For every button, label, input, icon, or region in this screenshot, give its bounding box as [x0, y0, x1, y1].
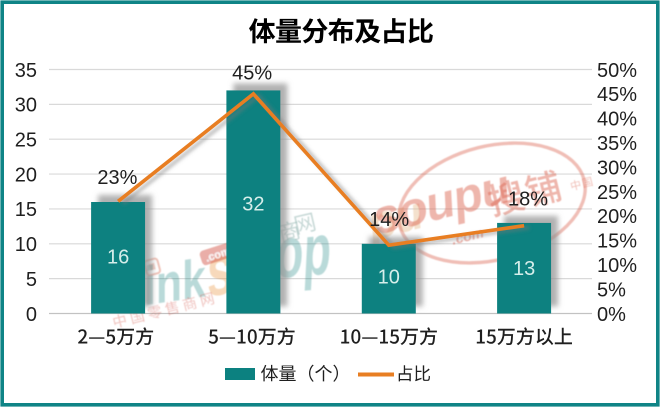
svg-text:32: 32	[242, 194, 264, 216]
svg-text:20: 20	[15, 164, 37, 186]
svg-text:13: 13	[513, 258, 535, 280]
svg-text:15: 15	[15, 199, 37, 221]
svg-text:40%: 40%	[597, 109, 637, 131]
svg-text:5: 5	[26, 269, 37, 291]
svg-text:25%: 25%	[597, 182, 637, 204]
svg-text:23%: 23%	[97, 167, 137, 189]
svg-text:30: 30	[15, 95, 37, 117]
svg-text:20%: 20%	[597, 206, 637, 228]
svg-text:.com: .com	[450, 224, 486, 247]
svg-text:45%: 45%	[232, 63, 272, 85]
svg-text:15%: 15%	[597, 231, 637, 253]
svg-text:0%: 0%	[597, 304, 626, 326]
svg-text:30%: 30%	[597, 157, 637, 179]
svg-text:25: 25	[15, 130, 37, 152]
svg-text:35: 35	[15, 60, 37, 82]
svg-text:0: 0	[26, 304, 37, 326]
svg-text:10%: 10%	[597, 255, 637, 277]
svg-text:16: 16	[107, 247, 129, 269]
svg-text:10: 10	[15, 234, 37, 256]
svg-text:45%: 45%	[597, 84, 637, 106]
svg-text:14%: 14%	[369, 209, 409, 231]
svg-text:35%: 35%	[597, 133, 637, 155]
svg-text:5%: 5%	[597, 279, 626, 301]
svg-text:50%: 50%	[597, 60, 637, 82]
svg-text:18%: 18%	[508, 189, 548, 211]
svg-text:10: 10	[378, 267, 400, 289]
